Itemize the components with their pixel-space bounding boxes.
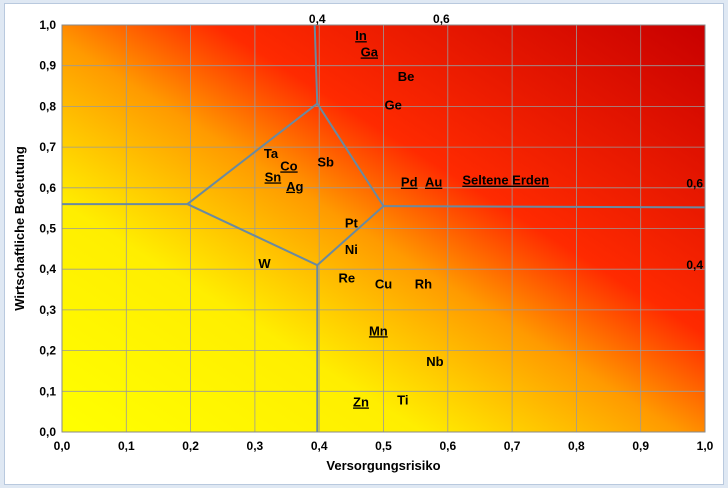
- element-label: W: [258, 256, 271, 271]
- boundary-lines: [62, 24, 706, 432]
- y-axis-title: Wirtschaftliche Bedeutung: [12, 146, 27, 311]
- x-tick-label: 0,9: [632, 439, 649, 453]
- y-tick-label: 0,0: [39, 425, 56, 439]
- element-label: Cu: [375, 276, 392, 291]
- x-tick-label: 0,8: [568, 439, 585, 453]
- boundary-annotations: 0,4 0,6 0,6 0,4: [309, 12, 703, 272]
- boundary-annotation: 0,4: [309, 12, 326, 26]
- y-tick-label: 0,9: [39, 59, 56, 73]
- element-label: Co: [280, 158, 297, 173]
- x-tick-label: 0,7: [504, 439, 521, 453]
- x-axis-title: Versorgungsrisiko: [326, 458, 440, 473]
- element-label: Pt: [345, 215, 359, 230]
- boundary-annotation: 0,6: [433, 12, 450, 26]
- grid-lines: [61, 24, 706, 433]
- y-tick-label: 0,5: [39, 222, 56, 236]
- x-tick-label: 0,5: [375, 439, 392, 453]
- y-tick-label: 0,6: [39, 181, 56, 195]
- x-tick-label: 0,1: [118, 439, 135, 453]
- element-label: Mn: [369, 323, 388, 338]
- boundary-line: [383, 205, 706, 209]
- element-label: Re: [339, 270, 356, 285]
- y-tick-label: 0,7: [39, 140, 56, 154]
- y-tick-label: 0,8: [39, 99, 56, 113]
- element-label: Sn: [265, 169, 282, 184]
- boundary-line: [313, 24, 319, 104]
- element-label: Ag: [286, 179, 303, 194]
- element-label: In: [355, 28, 367, 43]
- boundary-annotation: 0,4: [686, 258, 703, 272]
- y-tick-label: 0,4: [39, 262, 56, 276]
- element-label: Ge: [384, 97, 401, 112]
- y-tick-label: 1,0: [39, 18, 56, 32]
- element-label: Zn: [353, 394, 369, 409]
- x-tick-label: 0,2: [182, 439, 199, 453]
- element-label: Ti: [397, 392, 408, 407]
- element-label: Sb: [317, 154, 334, 169]
- element-label: Be: [398, 69, 415, 84]
- y-tick-label: 0,2: [39, 344, 56, 358]
- element-label: Nb: [426, 354, 443, 369]
- x-tick-label: 1,0: [697, 439, 714, 453]
- x-tick-label: 0,6: [439, 439, 456, 453]
- x-tick-label: 0,4: [311, 439, 328, 453]
- x-tick-label: 0,3: [247, 439, 264, 453]
- element-label: Seltene Erden: [462, 173, 549, 188]
- x-axis-ticks: 0,0 0,1 0,2 0,3 0,4 0,5 0,6 0,7 0,8 0,9 1,0: [54, 439, 714, 453]
- element-label: Ta: [264, 146, 279, 161]
- boundary-annotation: 0,6: [686, 177, 703, 191]
- element-label: Au: [425, 175, 442, 190]
- element-label: Rh: [415, 276, 432, 291]
- x-tick-label: 0,0: [54, 439, 71, 453]
- y-tick-label: 0,1: [39, 384, 56, 398]
- y-tick-label: 0,3: [39, 303, 56, 317]
- element-label: Pd: [401, 175, 418, 190]
- element-label: Ni: [345, 242, 358, 257]
- element-label: Ga: [361, 44, 379, 59]
- y-axis-ticks: 0,0 0,1 0,2 0,3 0,4 0,5 0,6 0,7 0,8 0,9 1,0: [39, 18, 56, 439]
- plot-border: [61, 24, 706, 433]
